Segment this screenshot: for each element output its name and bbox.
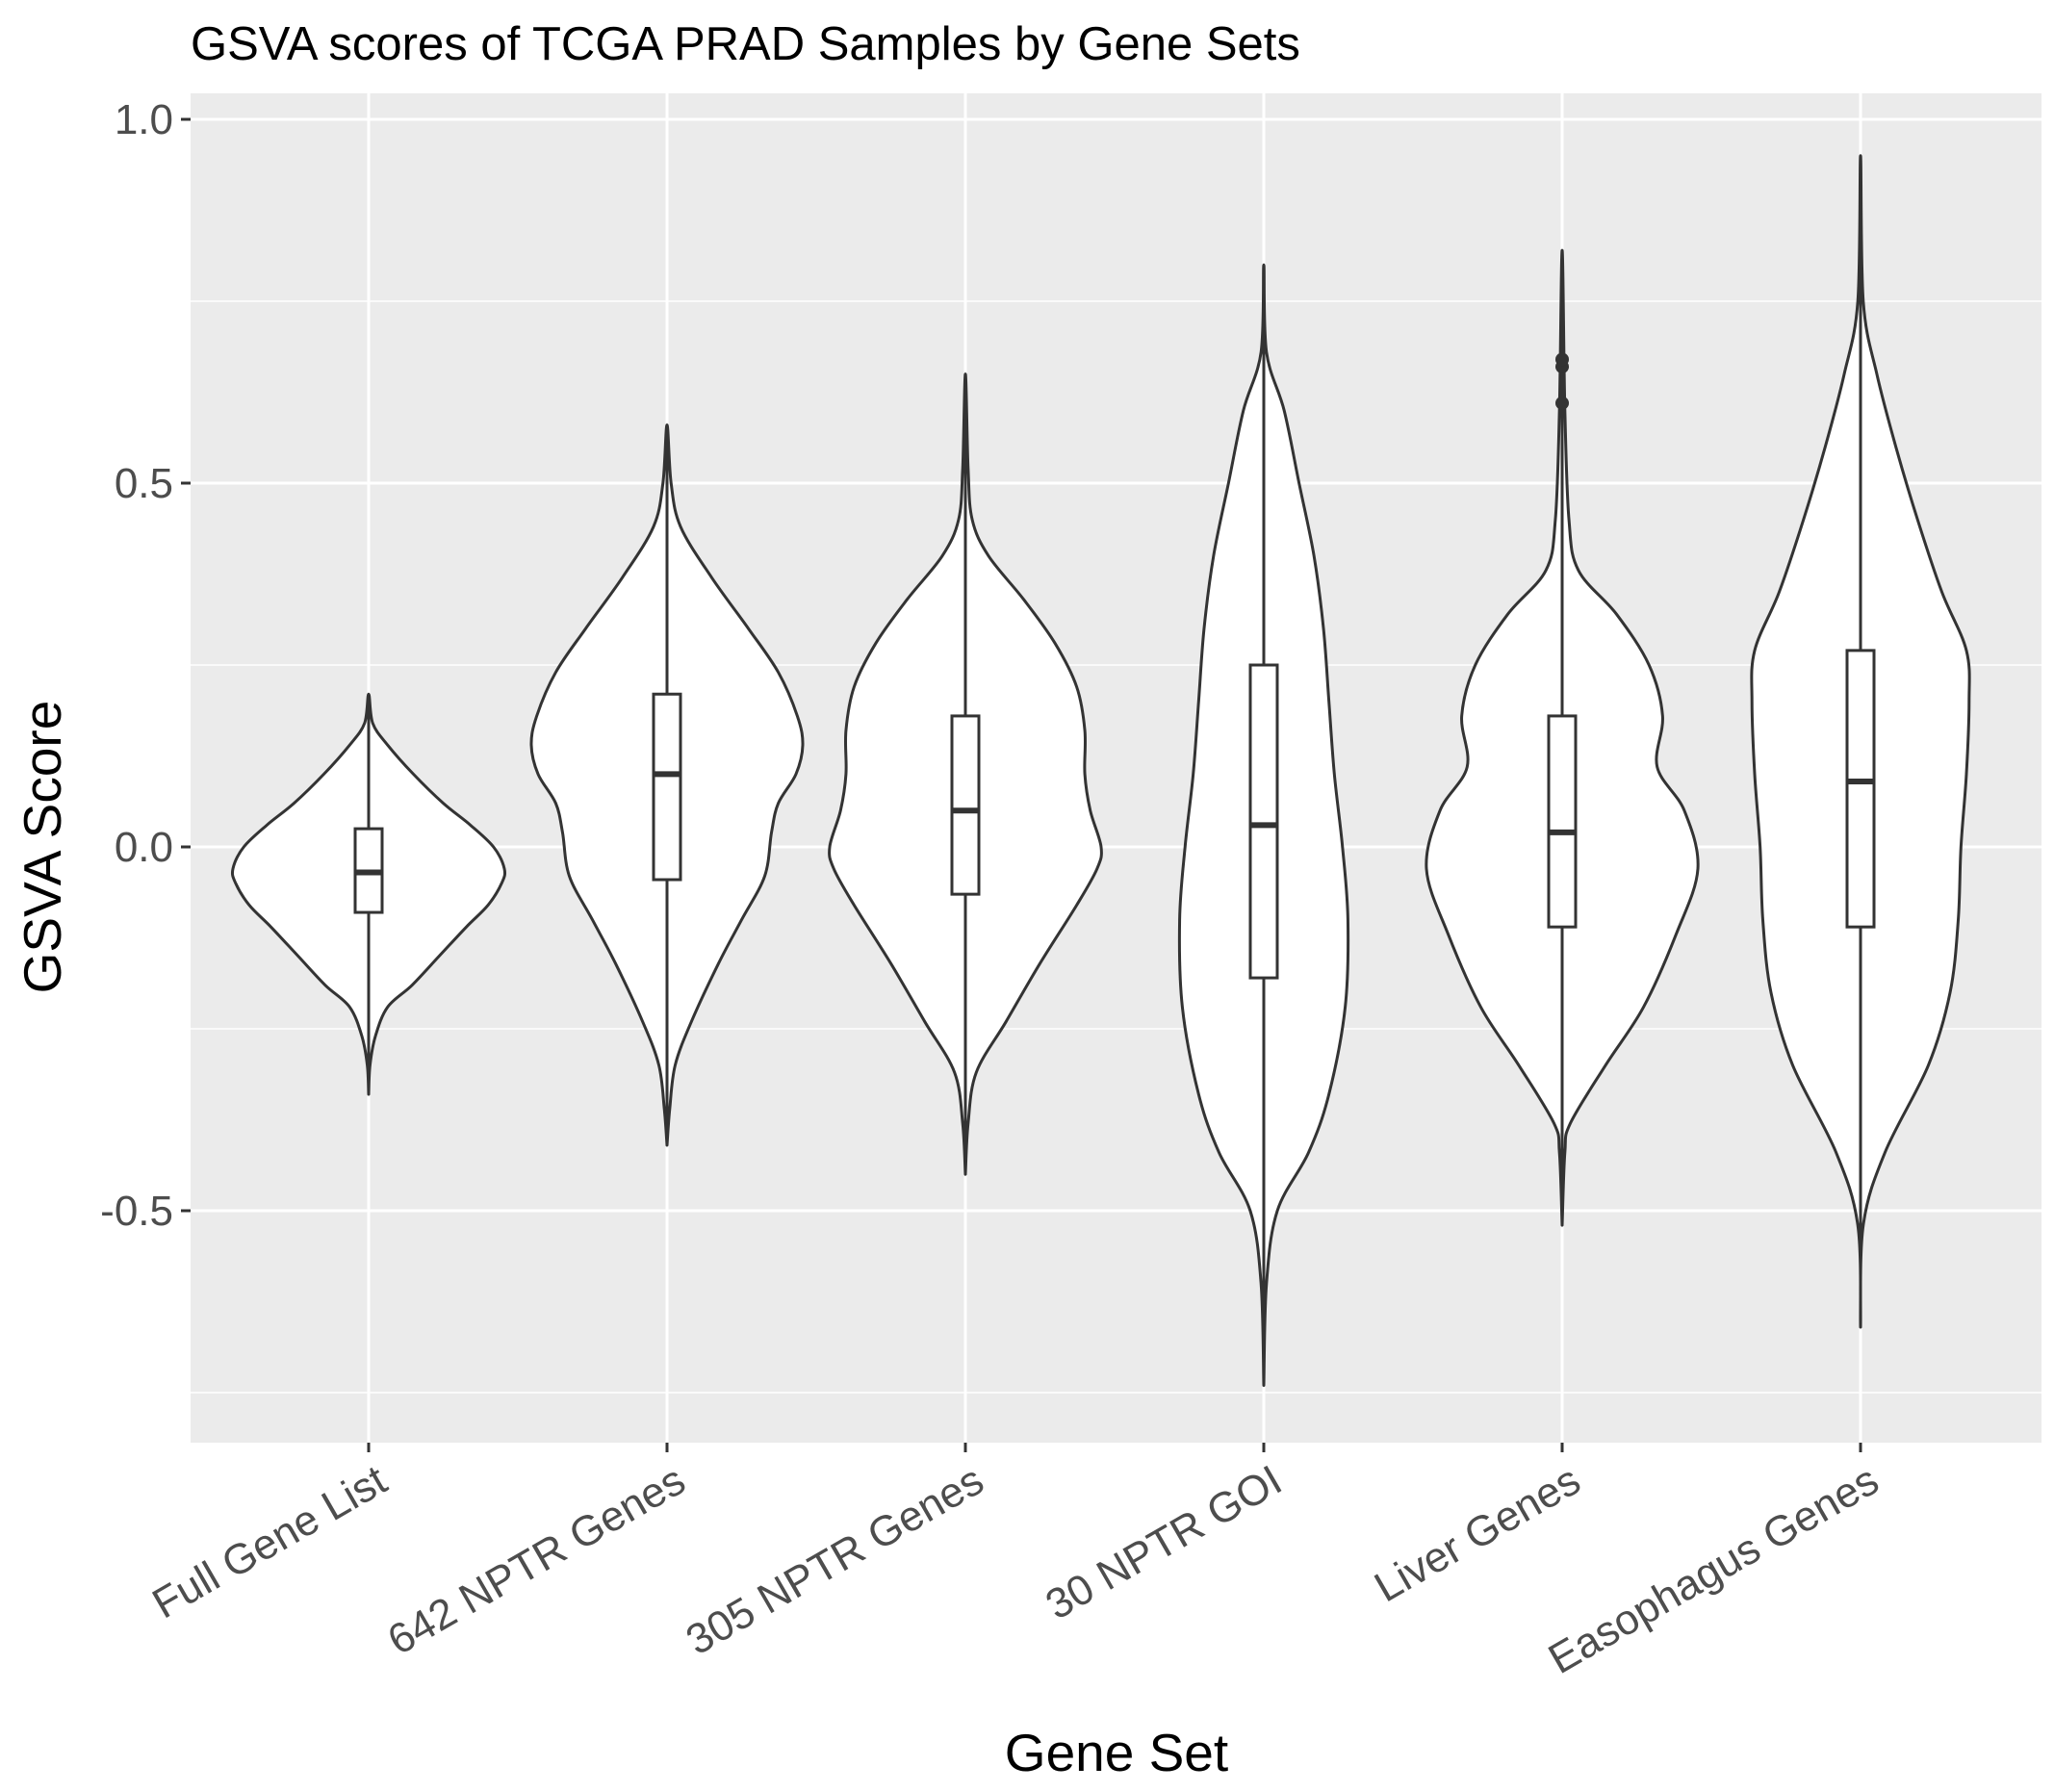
- box-iqr: [1845, 649, 1876, 929]
- chart-title: GSVA scores of TCGA PRAD Samples by Gene…: [191, 18, 1300, 70]
- x-tick-label: Liver Genes: [1367, 1456, 1588, 1611]
- y-tick-label: 0.5: [115, 460, 173, 507]
- x-tick-label: Easophagus Genes: [1541, 1456, 1887, 1683]
- x-tick-label: 642 NPTR Genes: [380, 1456, 693, 1664]
- box-iqr: [950, 714, 981, 896]
- x-axis-title: Gene Set: [1005, 1723, 1228, 1782]
- y-tick-label: -0.5: [100, 1188, 173, 1235]
- outlier-point: [1555, 396, 1569, 410]
- box-iqr: [652, 692, 682, 882]
- y-axis-title: GSVA Score: [13, 701, 72, 994]
- x-tick-label: 30 NPTR GOI: [1038, 1456, 1290, 1628]
- box-iqr: [1547, 714, 1578, 929]
- boxplots: [353, 155, 1876, 1386]
- y-axis: -0.5 0.0 0.5 1.0: [100, 96, 191, 1235]
- x-tick-label: Full Gene List: [144, 1456, 395, 1627]
- plot-panel: [191, 93, 2041, 1443]
- outlier-point: [1555, 352, 1569, 367]
- box-iqr: [1248, 663, 1279, 980]
- y-tick-label: 1.0: [115, 96, 173, 143]
- x-tick-label: 305 NPTR Genes: [679, 1456, 991, 1664]
- y-tick-label: 0.0: [115, 824, 173, 871]
